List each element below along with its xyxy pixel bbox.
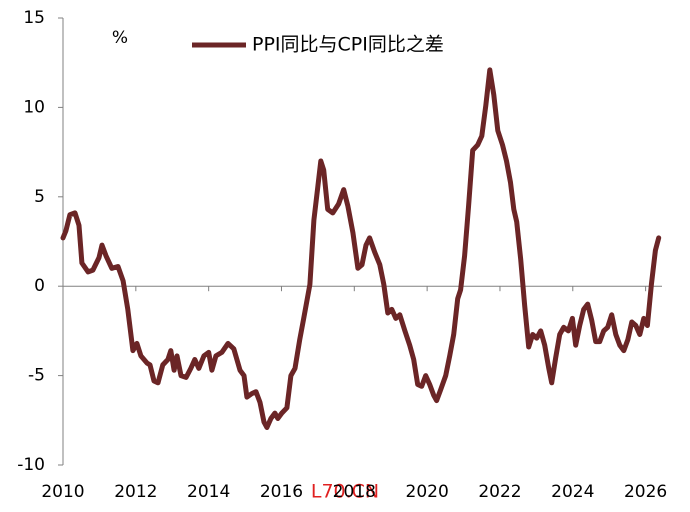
x-tick-label: 2026	[624, 482, 667, 502]
watermark: L70.CN	[311, 481, 379, 503]
data-line	[60, 67, 662, 430]
y-unit: %	[112, 28, 128, 48]
x-tick-label: 2022	[478, 482, 521, 502]
x-tick-label: 2020	[406, 482, 449, 502]
y-tick-label: 10	[23, 97, 45, 117]
y-tick-label: 15	[23, 8, 45, 28]
x-tick-label: 2018	[333, 482, 376, 502]
y-tick-label: 0	[34, 276, 45, 296]
y-tick-label: 5	[34, 187, 45, 207]
legend-label: PPI同比与CPI同比之差	[252, 34, 444, 56]
x-tick-label: 2012	[114, 482, 157, 502]
y-tick-label: -5	[28, 366, 45, 386]
x-tick-label: 2024	[551, 482, 594, 502]
x-tick-label: 2010	[41, 482, 84, 502]
x-tick-label: 2014	[187, 482, 230, 502]
x-tick-label: 2016	[260, 482, 303, 502]
y-tick-label: -10	[17, 455, 45, 475]
